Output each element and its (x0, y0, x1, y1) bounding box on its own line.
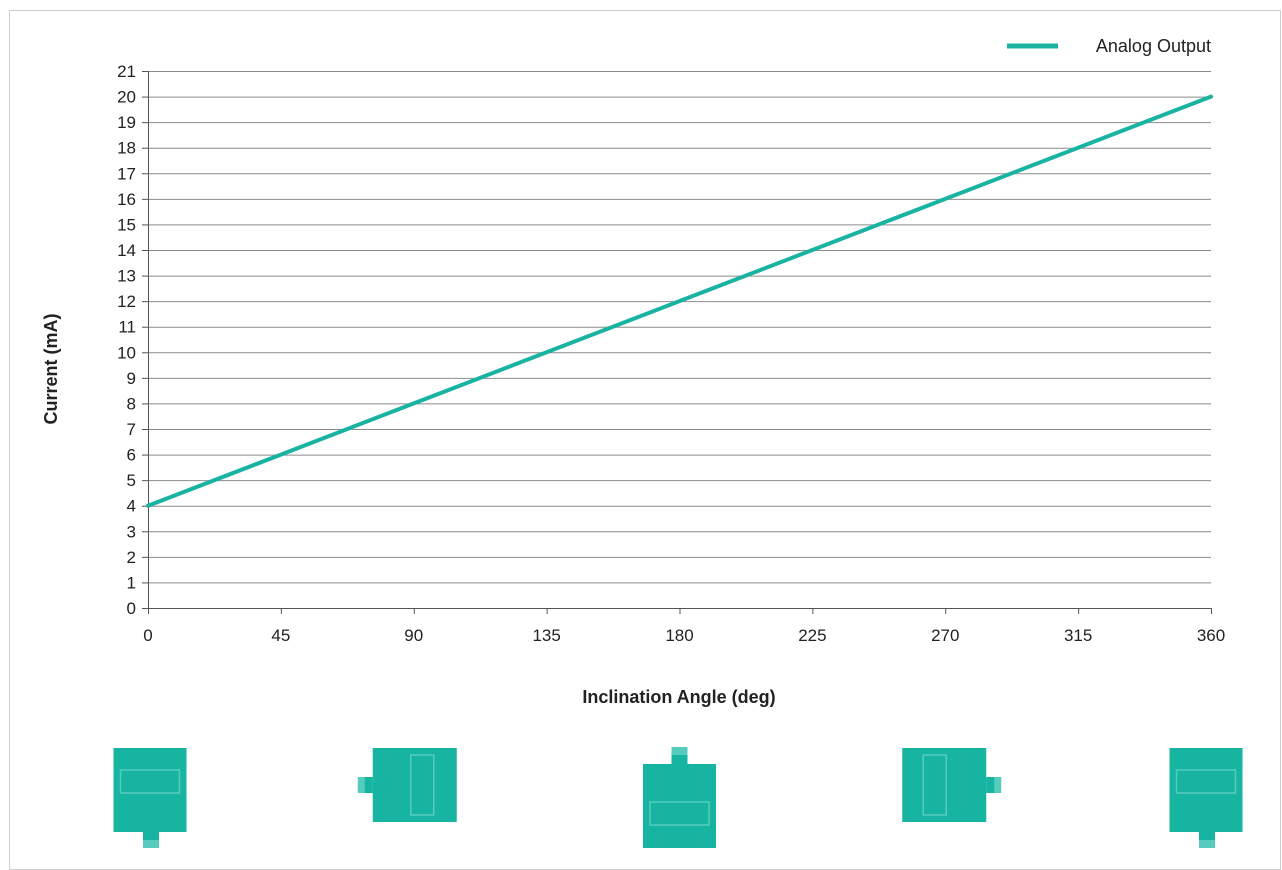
y-tick-label: 8 (127, 394, 136, 413)
device-connector-neck (986, 777, 995, 793)
y-tick-label: 1 (127, 573, 136, 592)
x-tick-labels: 0 45 90 135 180 225 270 315 360 (143, 626, 1225, 645)
series-line-analog-output (146, 94, 1213, 508)
y-tick-label: 9 (127, 369, 136, 388)
y-tick-label: 16 (117, 190, 136, 209)
device-body (1169, 748, 1243, 832)
device-body (643, 764, 716, 848)
device-label-window (922, 754, 947, 816)
device-orientation-icon-90 (357, 748, 457, 822)
x-tick-label: 135 (532, 626, 560, 645)
x-tick-label: 0 (143, 626, 152, 645)
y-tick-label: 11 (118, 318, 136, 337)
device-label-window (119, 769, 181, 794)
x-tick-label: 180 (665, 626, 693, 645)
y-tick-label: 18 (117, 139, 136, 158)
x-tick-label: 315 (1064, 626, 1092, 645)
y-tick-label: 12 (117, 292, 136, 311)
device-connector-neck (364, 777, 373, 793)
device-connector-neck (143, 832, 159, 840)
y-tick-label: 4 (127, 497, 136, 516)
device-label-window (649, 801, 710, 826)
legend-label-analog-output: Analog Output (1096, 36, 1211, 56)
legend: Analog Output (1007, 36, 1211, 56)
x-tick-label: 225 (798, 626, 826, 645)
x-tick-label: 45 (271, 626, 290, 645)
y-tick-label: 19 (117, 113, 136, 132)
y-tick-label: 21 (117, 62, 136, 81)
y-tick-label: 7 (127, 420, 136, 439)
device-orientation-icon-180 (643, 747, 716, 848)
series-layer (146, 94, 1213, 508)
y-tick-label: 17 (117, 164, 136, 183)
y-tick-label: 13 (117, 267, 136, 286)
orientation-icons (113, 747, 1243, 848)
device-orientation-icon-0 (113, 748, 187, 848)
device-connector-neck (1199, 832, 1215, 840)
device-connector-neck (671, 755, 688, 764)
gridlines (148, 71, 1211, 584)
axes (142, 71, 1212, 614)
y-tick-label: 14 (117, 241, 136, 260)
x-tick-label: 360 (1197, 626, 1225, 645)
x-tick-label: 270 (931, 626, 959, 645)
device-body (372, 748, 457, 822)
x-axis-title: Inclination Angle (deg) (582, 687, 775, 707)
device-body (113, 748, 187, 832)
y-tick-label: 3 (127, 522, 136, 541)
device-orientation-icon-270 (902, 748, 1002, 822)
y-tick-label: 0 (127, 599, 136, 618)
x-tick-label: 90 (404, 626, 423, 645)
y-tick-label: 15 (117, 215, 136, 234)
y-tick-label: 20 (117, 88, 136, 107)
y-tick-label: 5 (127, 471, 136, 490)
y-tick-label: 10 (117, 343, 136, 362)
device-body (902, 748, 987, 822)
y-axis-title: Current (mA) (41, 313, 61, 424)
device-label-window (410, 754, 435, 816)
device-orientation-icon-360 (1169, 748, 1243, 848)
device-label-window (1175, 769, 1237, 794)
y-tick-label: 2 (127, 548, 136, 567)
y-tick-label: 6 (127, 446, 136, 465)
